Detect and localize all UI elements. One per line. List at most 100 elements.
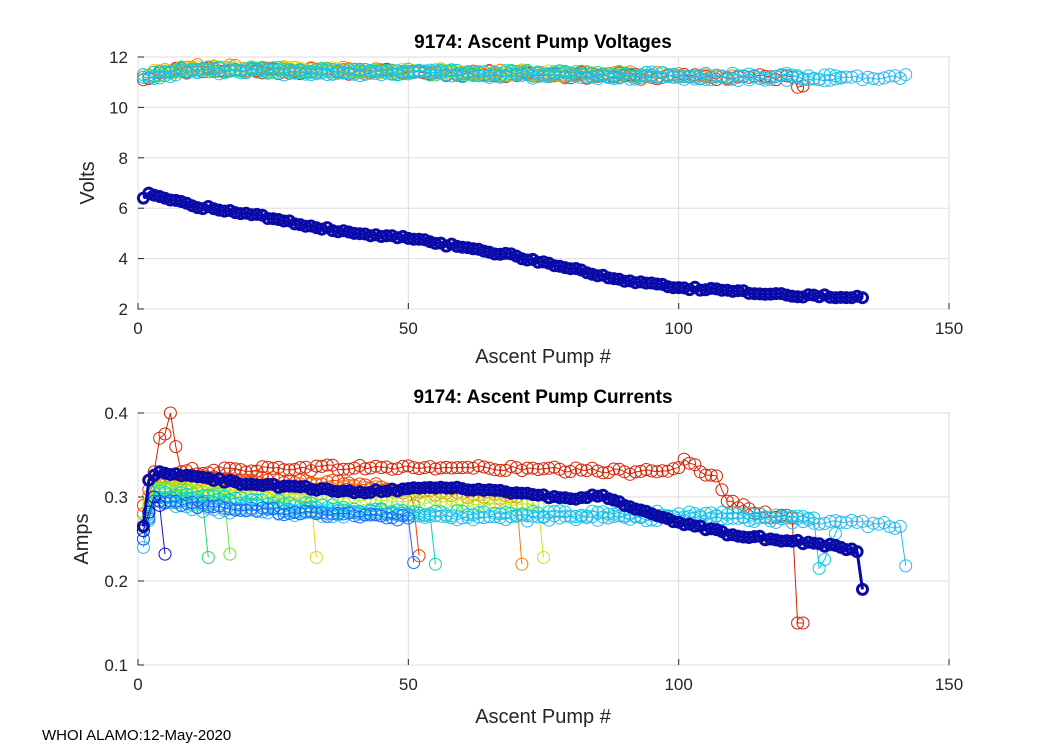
current-series-10-point — [282, 506, 296, 520]
voltage-series-5-point — [899, 68, 913, 82]
current-series-0-point — [710, 469, 723, 483]
voltage-series-5-point — [845, 70, 859, 84]
voltage-series-5-point — [218, 65, 231, 79]
voltage-series — [136, 58, 913, 305]
current-series-8-point — [818, 553, 832, 566]
voltage-series-4-point — [201, 60, 215, 74]
voltage-series-6 — [136, 186, 869, 305]
current-x-axis-label: Ascent Pump # — [475, 706, 612, 728]
current-series-0-point — [320, 458, 334, 472]
current-series-0-point — [401, 459, 415, 473]
current-ticks: 0 50 100 150 0.1 0.2 0.3 0.4 — [104, 404, 963, 694]
current-series-0-point — [520, 461, 534, 475]
current-series-10-point — [255, 501, 269, 515]
current-series-0-point — [791, 616, 805, 630]
voltage-series-5-point — [482, 70, 496, 84]
current-series-11-point — [158, 547, 172, 561]
current-series-7-point — [428, 557, 442, 571]
current-series-10-point — [228, 503, 242, 517]
current-series-0-point — [158, 427, 172, 441]
voltage-ytick-label-4: 4 — [119, 250, 128, 269]
current-series-0-point — [699, 468, 713, 482]
current-series-10-point — [163, 494, 177, 508]
current-series-9-point — [883, 520, 896, 534]
current-series-9-point — [720, 512, 734, 526]
current-series-10-point — [234, 503, 248, 517]
current-series-9-point — [455, 511, 469, 525]
current-series-10-point — [374, 509, 388, 523]
voltage-y-axis-label: Volts — [77, 161, 99, 204]
current-series-6-point — [201, 551, 215, 564]
current-series-9-point — [872, 517, 886, 531]
current-series-9-point — [893, 519, 907, 533]
current-series-0-point — [364, 461, 377, 475]
current-series-10-point — [218, 501, 231, 515]
voltage-ytick-label-6: 6 — [119, 199, 128, 218]
current-ytick-label-0.2: 0.2 — [104, 572, 128, 591]
voltage-ytick-label-2: 2 — [119, 300, 128, 319]
current-xtick-label-50: 50 — [399, 675, 418, 694]
voltage-series-5 — [136, 61, 913, 88]
current-series-0-point — [277, 463, 291, 477]
current-ytick-label-0.1: 0.1 — [104, 656, 128, 675]
current-series-10-point — [337, 507, 350, 521]
voltage-series-5-point — [391, 64, 404, 78]
current-series-9-line — [142, 496, 907, 566]
voltage-series-5-point — [537, 69, 550, 83]
current-series-12-point — [807, 536, 821, 550]
current-series-0-point — [574, 463, 588, 477]
voltage-series-5-point — [883, 69, 896, 83]
current-series-9-point — [596, 510, 610, 524]
voltage-series-5-point — [142, 71, 156, 85]
voltage-series-5-point — [645, 69, 659, 83]
current-series-12-point — [196, 470, 210, 484]
current-series-2-point — [515, 557, 529, 571]
current-series-0-point — [472, 459, 486, 473]
current-y-axis-label: Amps — [71, 513, 93, 564]
current-series-9-point — [450, 513, 464, 527]
current-series-0-point — [482, 461, 496, 475]
voltage-series-5-point — [829, 72, 842, 86]
current-series-9-point — [482, 510, 496, 524]
voltage-series-5-point — [147, 71, 161, 85]
current-series-10-point — [385, 511, 399, 525]
voltage-grid — [137, 56, 950, 310]
current-series-0-point — [315, 459, 329, 473]
current-series-0-point — [396, 459, 410, 473]
voltage-series-5-point — [223, 63, 237, 77]
current-series-0-point — [358, 462, 372, 476]
voltage-series-5-point — [342, 66, 356, 80]
voltage-series-6-point — [147, 188, 161, 202]
current-series-9-point — [834, 515, 848, 529]
current-series-0-point — [683, 456, 696, 470]
current-series-10-point — [136, 532, 150, 546]
current-series-0-point — [666, 462, 680, 476]
voltage-series-6-point — [250, 207, 264, 221]
voltage-series-5-point — [163, 70, 177, 84]
voltage-series-5-point — [796, 73, 810, 87]
current-series-0-point — [531, 463, 545, 476]
voltage-series-4-point — [272, 63, 286, 77]
current-series-0-point — [369, 459, 383, 473]
current-series-9-point — [715, 512, 729, 526]
voltage-ticks: 0 50 100 150 2 4 6 8 10 12 — [109, 48, 963, 338]
current-series-9-point — [601, 511, 615, 525]
current-chart: 0 50 100 150 0.1 0.2 0.3 0.4 9174: Ascent Pump … — [71, 387, 963, 728]
voltage-series-5-point — [807, 72, 821, 86]
voltage-series-5-point — [574, 71, 588, 85]
current-xtick-label-0: 0 — [133, 675, 142, 694]
current-series-12-point — [747, 530, 761, 544]
voltage-xtick-label-150: 150 — [935, 319, 963, 338]
current-series-0-point — [450, 461, 464, 475]
current-series-0-point — [715, 483, 729, 497]
voltage-series-5-point — [396, 64, 410, 78]
current-series-0-point — [439, 460, 453, 474]
voltage-series-6-point — [169, 193, 183, 207]
current-series-9-point — [477, 511, 491, 525]
current-series-0-point — [337, 462, 350, 476]
current-series-10-point — [407, 556, 421, 569]
current-series-10-point — [326, 507, 340, 521]
current-series-9-point — [423, 509, 437, 523]
voltage-series-5-point — [299, 67, 313, 81]
current-series-12-point — [688, 519, 702, 533]
